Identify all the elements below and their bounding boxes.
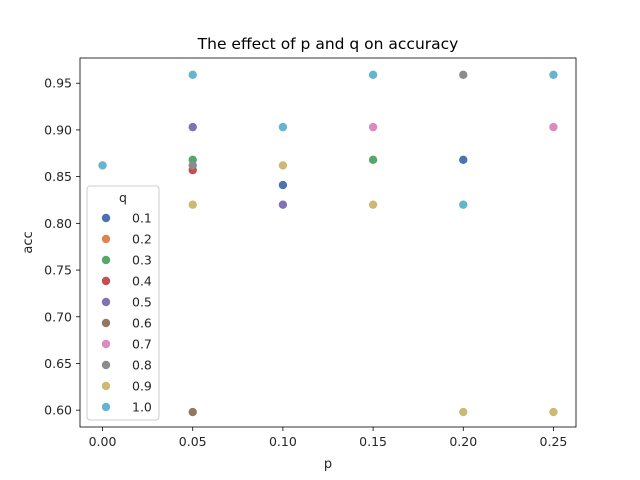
plot-frame <box>79 57 577 428</box>
data-point <box>549 70 558 80</box>
legend-entries: 0.1 0.2 0.3 0.4 0.5 0.6 0.7 0.8 0.9 1.0 <box>101 211 152 415</box>
legend-entry-label: 0.3 <box>132 253 152 268</box>
x-tick-label: 0.10 <box>269 434 297 449</box>
legend-marker <box>101 297 111 307</box>
legend-entry-label: 0.9 <box>132 379 152 394</box>
data-point <box>459 155 468 165</box>
data-point <box>278 200 288 209</box>
data-point <box>368 200 378 209</box>
legend-marker <box>101 402 111 412</box>
legend-marker <box>101 276 111 286</box>
data-point <box>278 180 288 190</box>
data-point <box>188 122 197 132</box>
data-point <box>188 161 197 170</box>
legend-marker <box>101 360 111 370</box>
chart-title: The effect of p and q on accuracy <box>197 35 459 53</box>
data-point <box>549 407 558 417</box>
legend-entry-label: 0.8 <box>132 358 152 373</box>
x-tick-label: 0.20 <box>449 434 477 449</box>
legend-marker <box>101 234 111 244</box>
x-tick-label: 0.25 <box>540 434 568 449</box>
y-tick-label: 0.95 <box>44 76 72 91</box>
data-point <box>278 122 288 132</box>
data-point <box>278 161 288 170</box>
legend-title: q <box>119 190 127 205</box>
legend-entry-label: 1.0 <box>132 400 152 415</box>
legend-marker <box>101 339 111 349</box>
legend-marker <box>101 318 111 328</box>
y-tick-label: 0.90 <box>44 122 72 137</box>
data-point <box>188 70 197 80</box>
data-point <box>549 122 558 132</box>
legend-entry-label: 0.7 <box>132 337 152 352</box>
data-point <box>188 200 197 209</box>
legend: q 0.1 0.2 0.3 0.4 0.5 0.6 0.7 0.8 0.9 1.0 <box>86 185 160 421</box>
data-point <box>368 122 378 132</box>
x-tick-label: 0.00 <box>89 434 117 449</box>
data-point <box>459 407 468 417</box>
y-tick-label: 0.60 <box>44 403 72 418</box>
x-axis-ticks: 0.00 0.05 0.10 0.15 0.20 0.25 <box>89 427 568 449</box>
legend-entry-label: 0.2 <box>132 232 152 247</box>
legend-entry-label: 0.6 <box>132 316 152 331</box>
y-tick-label: 0.85 <box>44 169 72 184</box>
legend-marker <box>101 255 111 265</box>
data-point <box>368 155 378 165</box>
legend-entry-label: 0.1 <box>132 211 152 226</box>
data-point <box>368 70 378 80</box>
y-axis-label: acc <box>21 231 36 253</box>
legend-marker <box>101 381 111 391</box>
points-layer <box>98 70 558 417</box>
y-tick-label: 0.75 <box>44 263 72 278</box>
legend-entry-label: 0.4 <box>132 274 152 289</box>
y-axis-ticks: 0.60 0.65 0.70 0.75 0.80 0.85 0.90 0.95 <box>44 76 80 418</box>
legend-marker <box>101 213 111 223</box>
data-point <box>459 200 468 209</box>
data-point <box>188 407 197 417</box>
legend-entry-label: 0.5 <box>132 295 152 310</box>
y-tick-label: 0.65 <box>44 356 72 371</box>
data-point <box>98 161 107 170</box>
x-tick-label: 0.05 <box>179 434 207 449</box>
y-tick-label: 0.80 <box>44 216 72 231</box>
x-axis-label: p <box>324 457 332 472</box>
data-point <box>459 70 468 80</box>
y-tick-label: 0.70 <box>44 309 72 324</box>
x-tick-label: 0.15 <box>359 434 387 449</box>
